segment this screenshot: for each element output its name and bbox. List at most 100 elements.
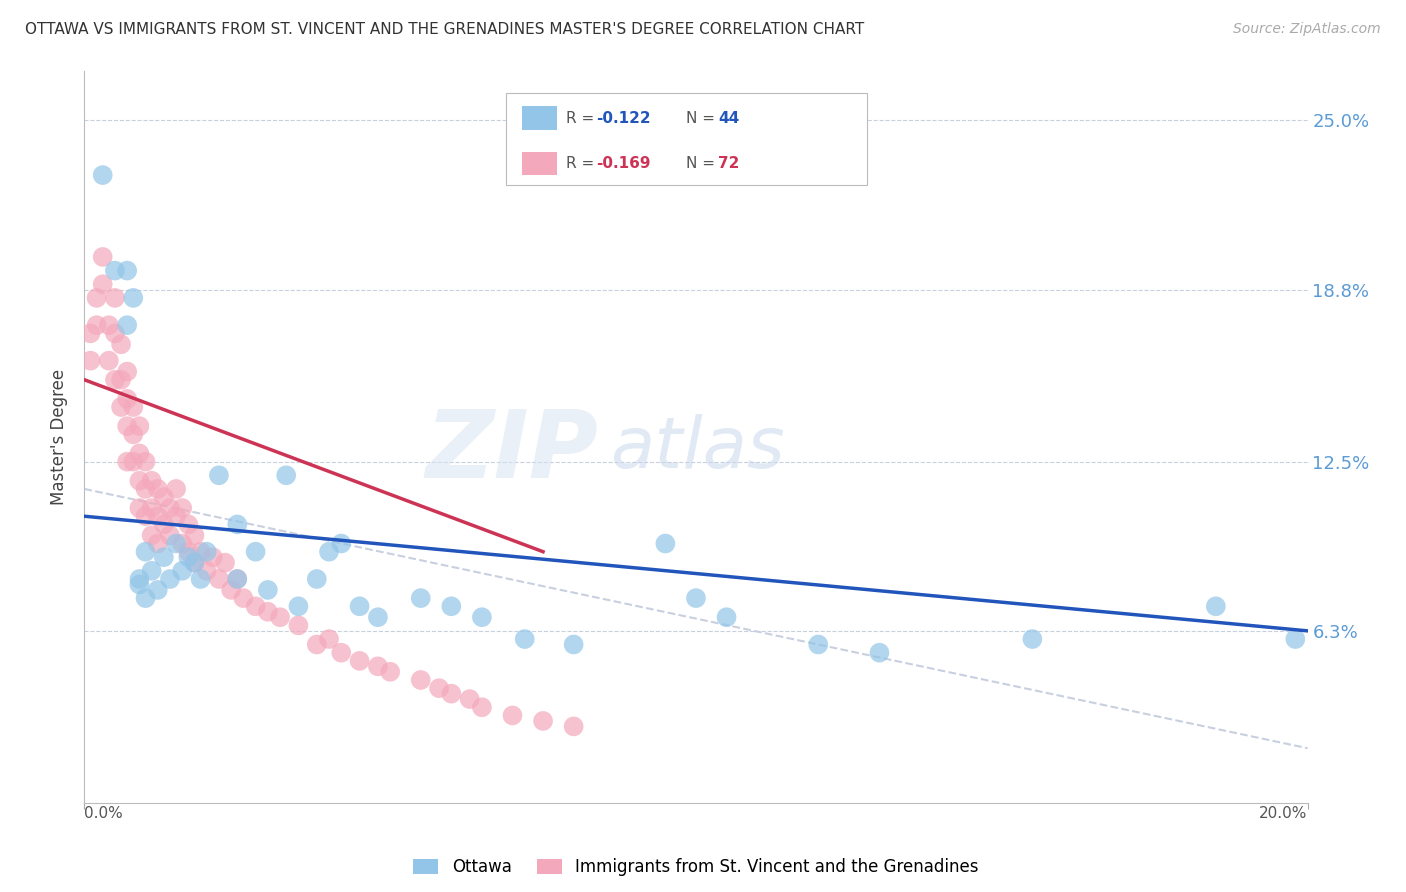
Point (287, 618, 309, 632)
Point (226, 517, 249, 532)
Point (159, 572, 181, 586)
Point (110, 373, 132, 387)
Point (128, 577, 150, 591)
Point (153, 517, 176, 532)
Point (276, 468, 298, 483)
Point (115, 419, 138, 434)
Point (367, 659, 389, 673)
Point (146, 509, 169, 524)
Point (165, 482, 187, 496)
Text: 0.0%: 0.0% (84, 806, 124, 822)
Text: R =: R = (567, 156, 599, 171)
Text: 72: 72 (718, 156, 740, 171)
Point (177, 545, 200, 559)
Point (86, 291, 108, 305)
Point (97, 318, 120, 333)
Point (208, 468, 231, 483)
Point (409, 673, 432, 687)
Point (115, 263, 138, 277)
Point (122, 400, 145, 414)
Text: OTTAWA VS IMMIGRANTS FROM ST. VINCENT AND THE GRENADINES MASTER'S DEGREE CORRELA: OTTAWA VS IMMIGRANTS FROM ST. VINCENT AN… (25, 22, 865, 37)
Point (440, 687, 463, 701)
Point (104, 373, 127, 387)
Text: ZIP: ZIP (425, 406, 598, 498)
Point (141, 564, 163, 578)
Point (245, 599, 267, 614)
FancyBboxPatch shape (522, 106, 557, 130)
Text: atlas: atlas (610, 414, 785, 483)
Point (115, 455, 138, 469)
Point (115, 392, 138, 406)
Point (190, 545, 212, 559)
Text: 44: 44 (718, 111, 740, 126)
Point (458, 692, 481, 706)
Point (115, 365, 138, 379)
Point (471, 610, 494, 624)
Point (104, 326, 127, 341)
FancyBboxPatch shape (506, 94, 868, 185)
Point (141, 474, 163, 488)
Point (440, 599, 463, 614)
Point (1205, 599, 1227, 614)
Point (128, 572, 150, 586)
Text: -0.169: -0.169 (596, 156, 650, 171)
Point (159, 528, 181, 542)
Point (427, 681, 450, 695)
Point (135, 591, 157, 606)
Point (349, 599, 371, 614)
Y-axis label: Master's Degree: Master's Degree (51, 369, 69, 505)
Point (183, 528, 205, 542)
Point (177, 517, 200, 532)
Point (122, 455, 145, 469)
Point (190, 572, 212, 586)
Point (172, 536, 194, 550)
Point (201, 550, 224, 565)
Point (513, 632, 536, 646)
Point (716, 610, 738, 624)
Point (562, 638, 585, 652)
Text: N =: N = (686, 156, 720, 171)
Point (79, 326, 101, 341)
Point (330, 646, 353, 660)
Point (122, 427, 145, 442)
Point (219, 582, 242, 597)
Text: N =: N = (686, 111, 720, 126)
Point (79, 353, 101, 368)
Point (172, 501, 194, 516)
Point (128, 474, 150, 488)
Point (208, 572, 231, 586)
Point (195, 545, 218, 559)
Point (245, 545, 267, 559)
Legend: Ottawa, Immigrants from St. Vincent and the Grenadines: Ottawa, Immigrants from St. Vincent and … (406, 851, 986, 883)
Point (135, 545, 157, 559)
Point (214, 556, 236, 570)
Point (330, 536, 353, 550)
Point (159, 501, 181, 516)
Point (135, 482, 157, 496)
Text: R =: R = (567, 111, 599, 126)
Point (195, 564, 218, 578)
Point (128, 419, 150, 434)
Text: 20.0%: 20.0% (1260, 806, 1308, 822)
Point (104, 291, 127, 305)
Point (1284, 632, 1306, 646)
Point (1021, 632, 1043, 646)
Point (135, 509, 157, 524)
Point (110, 400, 132, 414)
Point (86, 318, 108, 333)
Point (471, 700, 494, 714)
Point (869, 646, 891, 660)
Point (97, 353, 120, 368)
Point (367, 610, 389, 624)
Point (349, 654, 371, 668)
Text: -0.122: -0.122 (596, 111, 651, 126)
Point (269, 610, 291, 624)
Point (305, 572, 328, 586)
Point (562, 719, 585, 733)
Point (226, 572, 249, 586)
Point (654, 536, 676, 550)
Point (91, 168, 114, 182)
Point (318, 545, 340, 559)
Point (172, 564, 194, 578)
Point (165, 509, 187, 524)
